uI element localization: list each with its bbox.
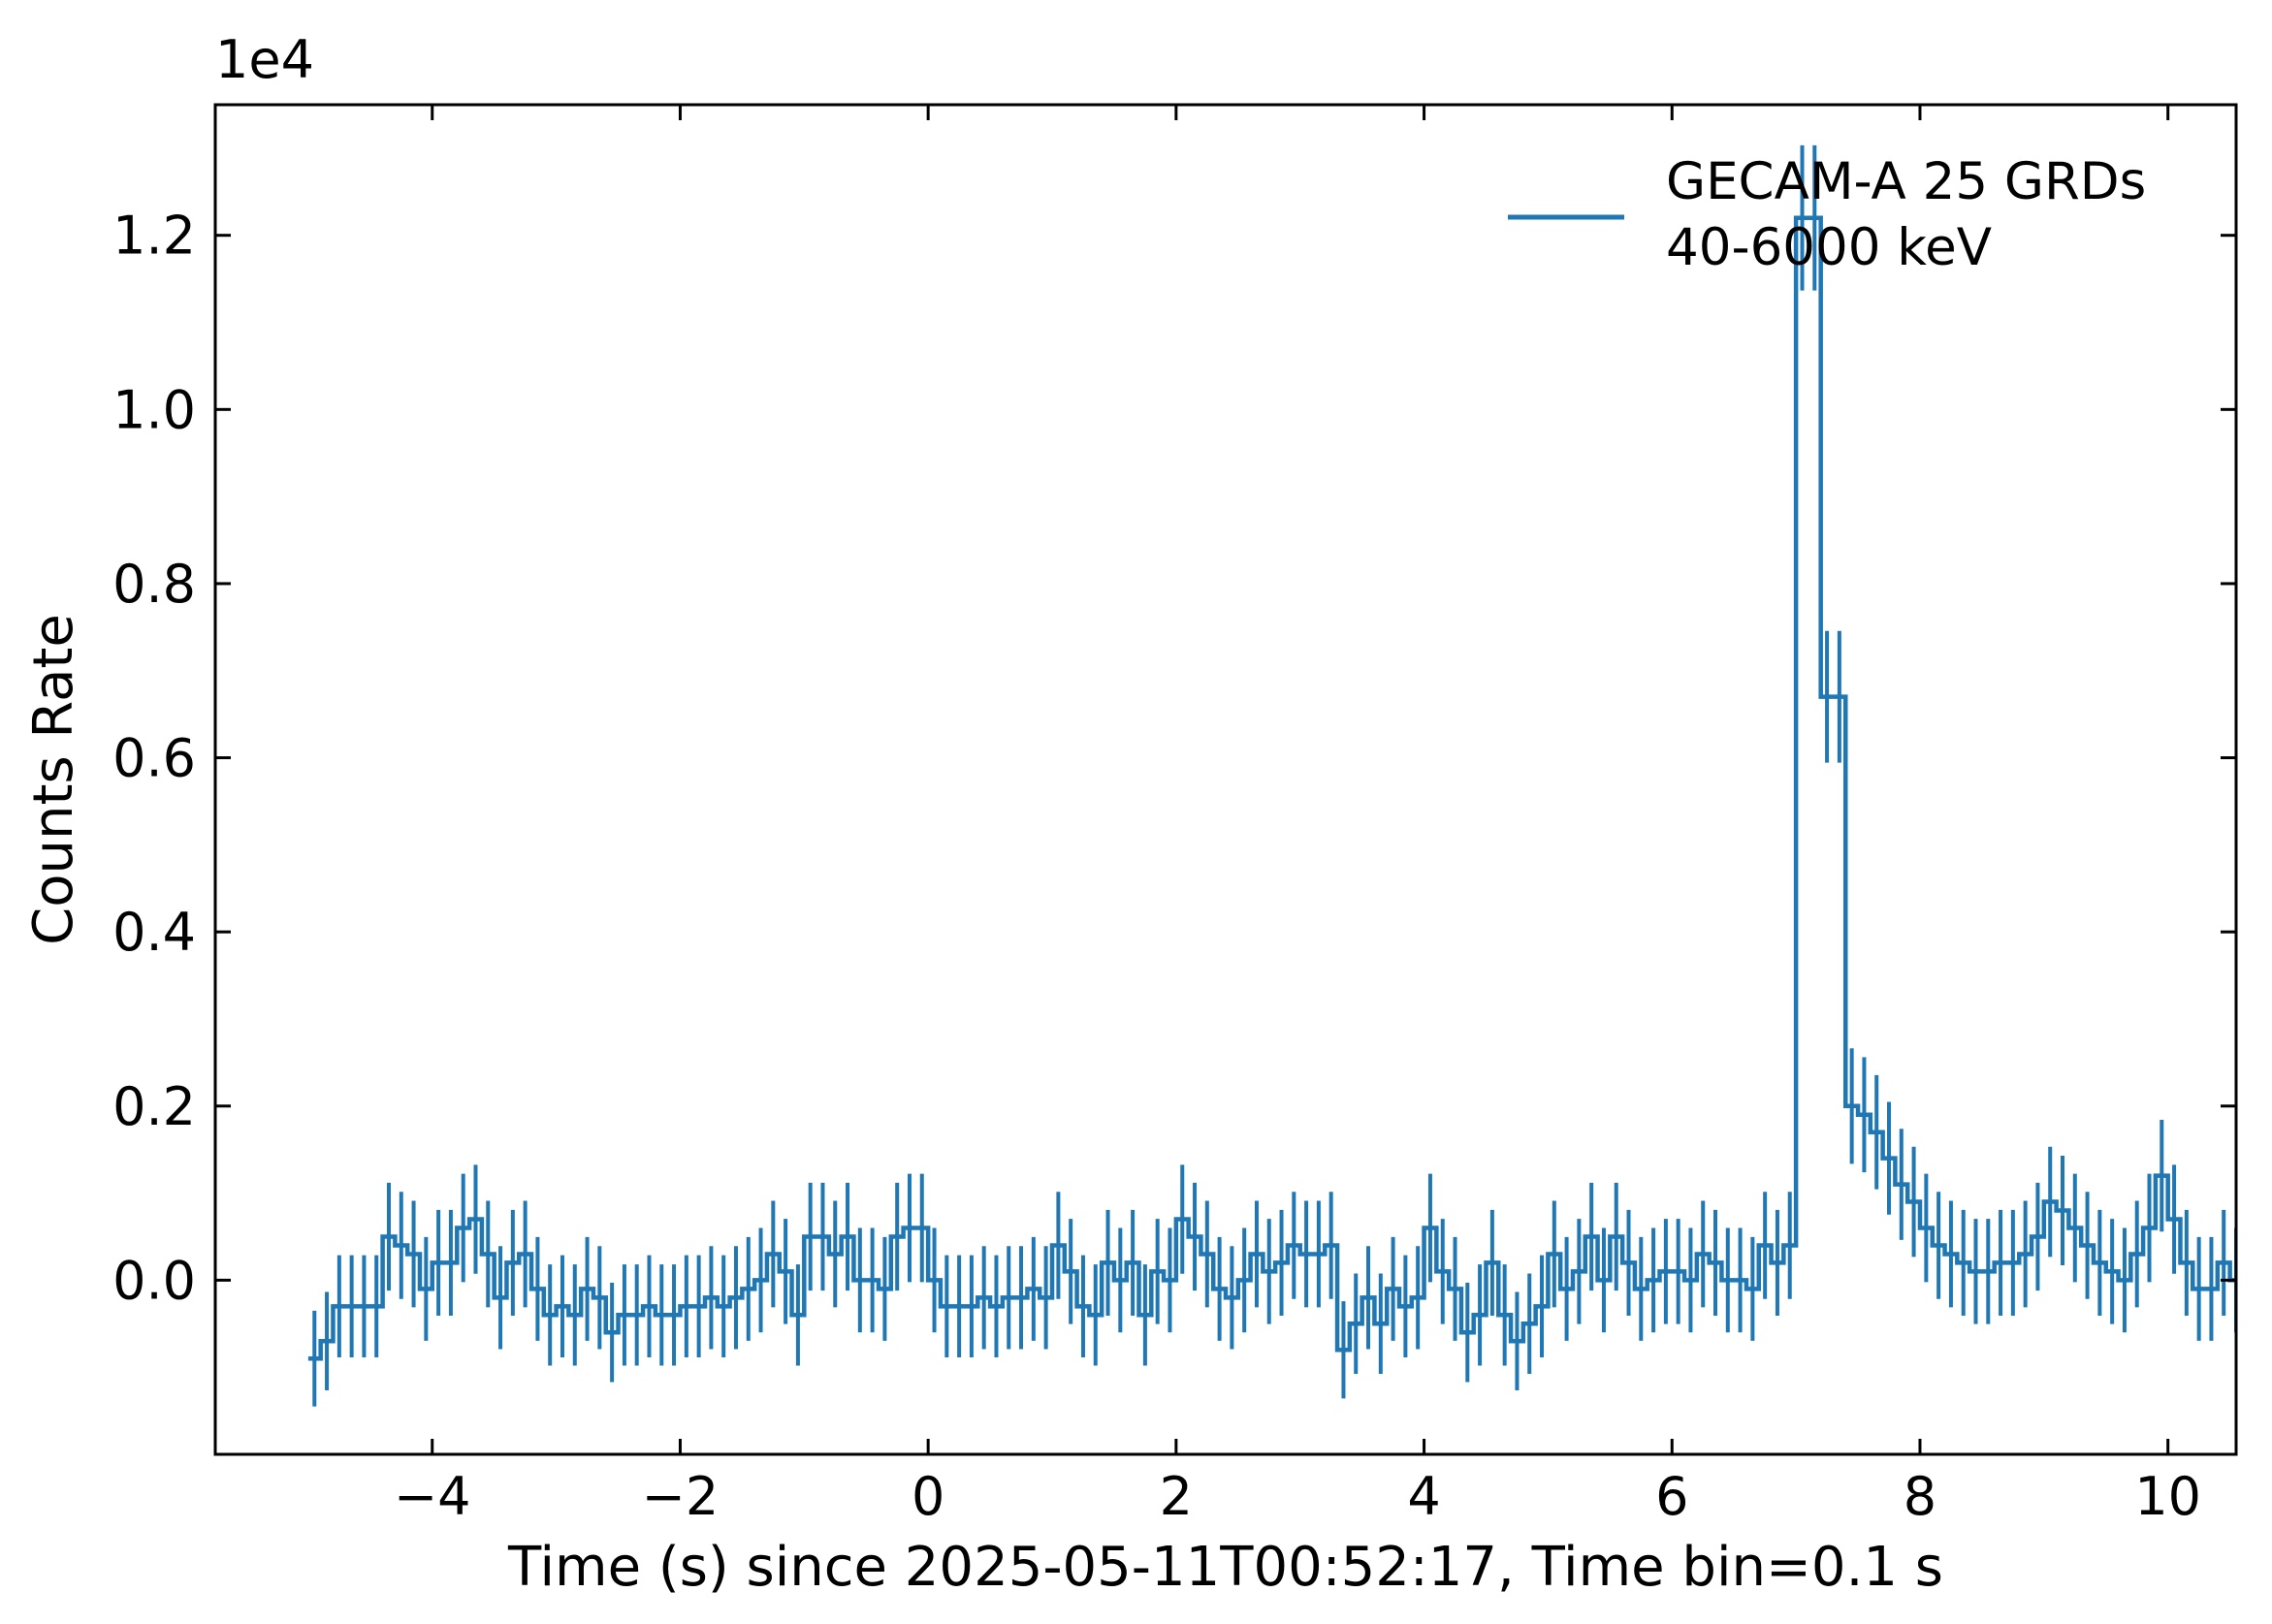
x-tick-label: 10 (2134, 1466, 2201, 1527)
y-tick-label: 0.0 (112, 1250, 196, 1311)
y-tick-label: 0.4 (112, 902, 196, 963)
y-tick-label: 1.0 (112, 379, 196, 440)
x-tick-label: 4 (1407, 1466, 1440, 1527)
legend-label: GECAM-A 25 GRDs 40-6000 keV (1666, 152, 2146, 277)
x-tick-label: −4 (394, 1466, 471, 1527)
series-step-line (307, 215, 2236, 1361)
plot-area (307, 144, 2236, 1407)
x-tick-label: 8 (1904, 1466, 1936, 1527)
x-axis-label: Time (s) since 2025-05-11T00:52:17, Time… (507, 1536, 1943, 1599)
y-tick-label: 0.2 (112, 1076, 196, 1137)
y-tick-label: 0.8 (112, 554, 196, 615)
legend-label-line: 40-6000 keV (1666, 218, 1992, 277)
plot-frame (213, 103, 2238, 1456)
y-tick-label: 0.6 (112, 728, 196, 789)
ticks-layer: −4 −2 0 2 4 6 8 10 0.0 0.2 0.4 0.6 0.8 1.0 1.2 (112, 105, 2236, 1527)
series-layer (307, 144, 2236, 1407)
y-axis-label: Counts Rate (22, 614, 85, 945)
legend: GECAM-A 25 GRDs 40-6000 keV (1508, 152, 2146, 277)
x-tick-label: 0 (912, 1466, 944, 1527)
y-tick-label: 1.2 (112, 206, 196, 267)
x-tick-label: 2 (1160, 1466, 1193, 1527)
x-tick-label: −2 (642, 1466, 720, 1527)
y-offset-label: 1e4 (215, 29, 314, 90)
x-tick-label: 6 (1655, 1466, 1688, 1527)
legend-label-line: GECAM-A 25 GRDs (1666, 152, 2146, 211)
